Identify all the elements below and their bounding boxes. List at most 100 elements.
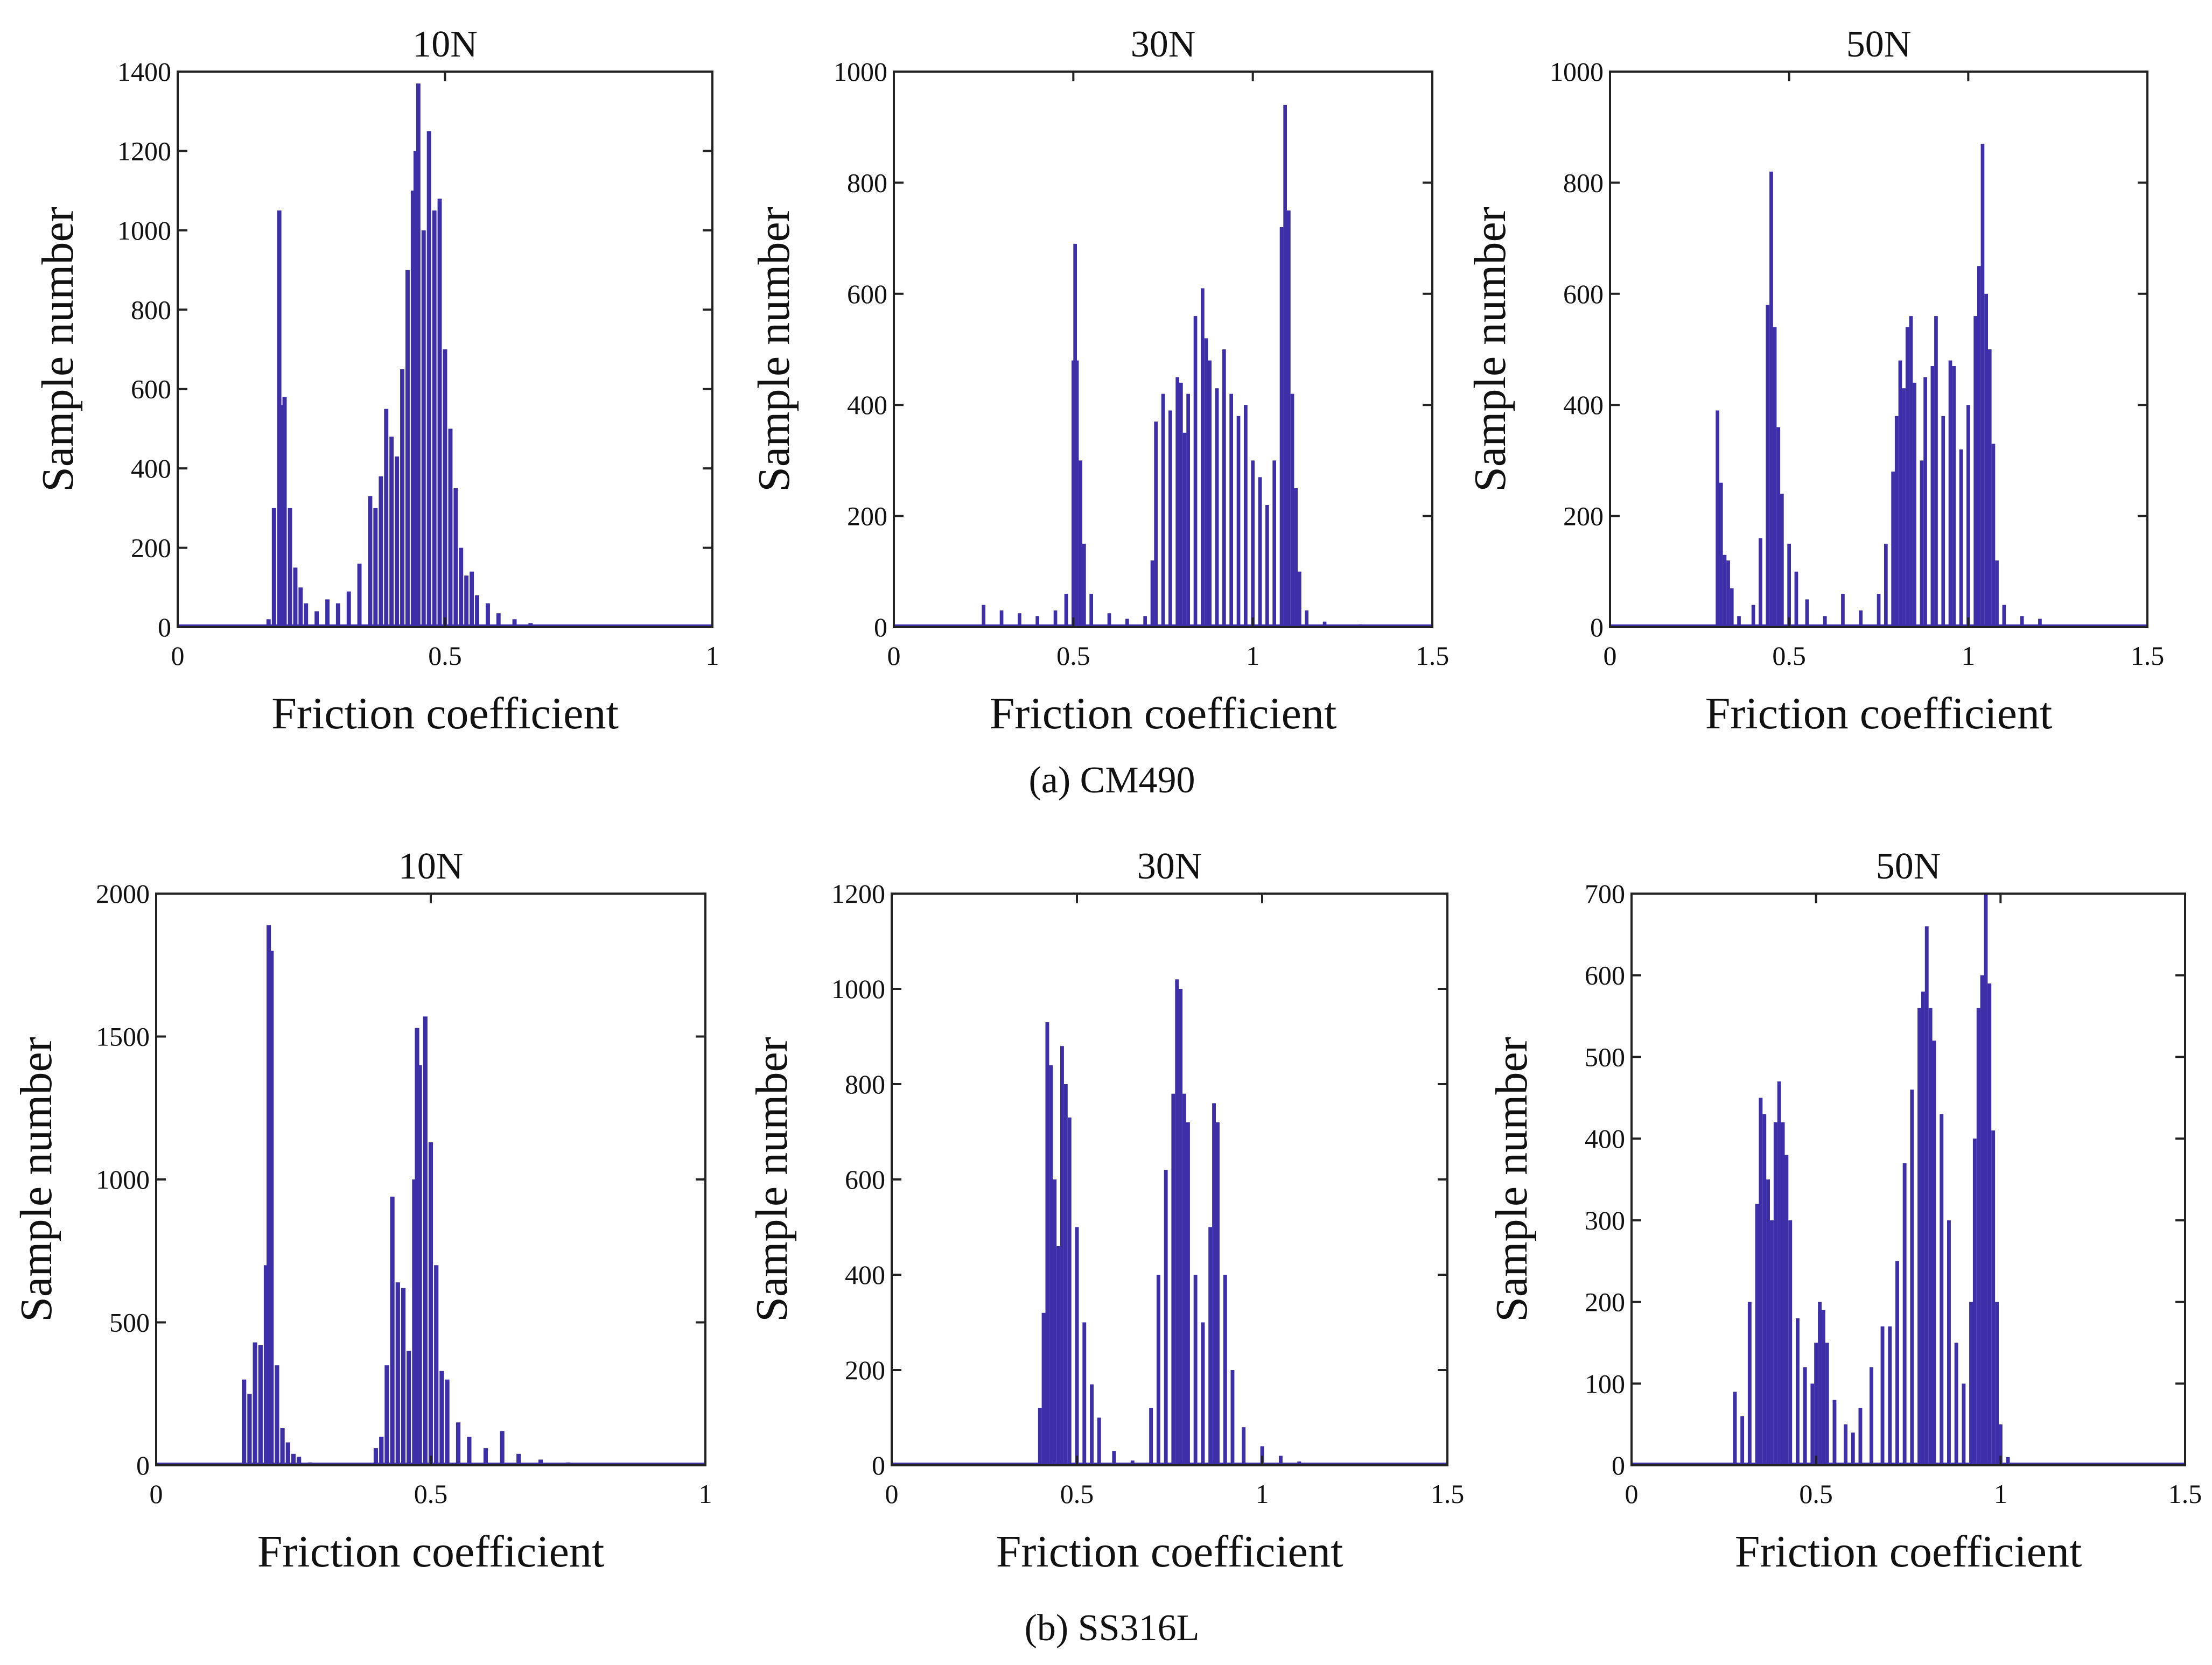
histogram-bar bbox=[1888, 1326, 1892, 1465]
y-tick-label: 300 bbox=[1585, 1205, 1625, 1235]
histogram-bar bbox=[453, 488, 458, 627]
chart-panel: 0 200 400 600 800 1000 1200 1400 0 0.5 1 10N Frictio… bbox=[33, 24, 719, 739]
y-tick-label: 800 bbox=[1563, 167, 1604, 198]
histogram-bar bbox=[1265, 505, 1269, 627]
y-tick-label: 200 bbox=[1563, 501, 1604, 531]
histogram-bar bbox=[1049, 1065, 1053, 1465]
x-tick-label: 0 bbox=[887, 641, 901, 671]
y-tick-label: 1200 bbox=[117, 136, 171, 166]
chart-title: 30N bbox=[1131, 24, 1196, 65]
x-tick-label: 1.5 bbox=[2131, 641, 2165, 671]
x-tick-label: 0 bbox=[885, 1479, 899, 1509]
caption-cm490: (a) CM490 bbox=[1028, 760, 1195, 801]
histogram-bar bbox=[1290, 394, 1294, 627]
histogram-bar bbox=[269, 951, 274, 1465]
histogram-bar bbox=[1934, 316, 1938, 627]
histogram-bar bbox=[1941, 416, 1945, 627]
histogram-bar bbox=[1987, 349, 1992, 627]
histogram-bar bbox=[1193, 1275, 1198, 1465]
plot-frame bbox=[1609, 71, 2148, 628]
chart-title: 10N bbox=[398, 846, 464, 887]
histogram-bar bbox=[1980, 144, 1985, 627]
histogram-bar bbox=[1917, 1008, 1921, 1465]
histogram-bar bbox=[1298, 571, 1301, 627]
histogram-bar bbox=[1995, 560, 1999, 627]
histogram-bar bbox=[464, 575, 469, 627]
histogram-bar bbox=[1164, 1170, 1168, 1465]
histogram-bar bbox=[1991, 444, 1996, 627]
histogram-bar bbox=[1186, 1122, 1190, 1465]
y-tick-label: 0 bbox=[136, 1450, 150, 1480]
histogram-bar bbox=[1056, 1246, 1061, 1465]
histogram-bar bbox=[1823, 616, 1827, 627]
y-tick-label: 200 bbox=[847, 501, 887, 531]
chart-title: 50N bbox=[1846, 24, 1912, 65]
histogram-bar bbox=[368, 496, 373, 627]
histogram-bar bbox=[1987, 983, 1992, 1465]
histogram-bar bbox=[389, 437, 394, 627]
histogram-bar bbox=[437, 198, 442, 627]
histogram-bar bbox=[1780, 494, 1784, 627]
y-tick-label: 200 bbox=[131, 533, 171, 563]
histogram-bar bbox=[445, 1379, 450, 1465]
histogram-bar bbox=[1910, 1090, 1914, 1465]
x-tick-label: 1 bbox=[706, 641, 719, 671]
histogram-bar bbox=[291, 1453, 296, 1465]
y-tick-label: 400 bbox=[131, 453, 171, 483]
y-tick-label: 200 bbox=[845, 1355, 885, 1385]
histogram-bar bbox=[253, 1342, 257, 1465]
histogram-bar bbox=[1759, 1098, 1763, 1465]
histogram-bar bbox=[470, 571, 474, 627]
histogram-bar bbox=[1038, 1408, 1042, 1465]
x-tick-label: 1 bbox=[1962, 641, 1975, 671]
y-tick-label: 600 bbox=[1563, 279, 1604, 309]
histogram-bar bbox=[1215, 388, 1219, 627]
x-tick-label: 0 bbox=[150, 1479, 163, 1509]
histogram-bar bbox=[1716, 410, 1719, 627]
histogram-bar bbox=[1770, 1220, 1774, 1465]
y-tick-label: 400 bbox=[847, 390, 887, 420]
histogram-bar bbox=[1932, 1041, 1936, 1465]
histogram-bar bbox=[1053, 610, 1058, 627]
histogram-bar bbox=[1097, 1417, 1101, 1465]
histogram-bar bbox=[2038, 619, 2042, 627]
histogram-bar bbox=[400, 369, 404, 627]
y-axis-label: Sample number bbox=[749, 207, 799, 492]
histogram-bar bbox=[1954, 1343, 1958, 1465]
chart-title: 50N bbox=[1876, 846, 1941, 887]
histogram-bar bbox=[2002, 605, 2006, 627]
histogram-bar bbox=[1924, 926, 1929, 1465]
histogram-bar bbox=[379, 1436, 384, 1465]
y-axis-label: Sample number bbox=[747, 1037, 797, 1322]
histogram-bar bbox=[1884, 544, 1888, 627]
histogram-bar bbox=[516, 1453, 521, 1465]
histogram-bar bbox=[346, 591, 351, 627]
histogram-bar bbox=[1075, 360, 1079, 627]
histogram-bar bbox=[1156, 1275, 1160, 1465]
histogram-bar bbox=[1740, 1416, 1745, 1465]
histogram-bar bbox=[1755, 1204, 1759, 1465]
y-tick-label: 600 bbox=[131, 374, 171, 404]
histogram-bar bbox=[1920, 460, 1924, 627]
histogram-bar bbox=[1287, 210, 1291, 627]
histogram-bar bbox=[1773, 327, 1777, 627]
y-tick-label: 0 bbox=[1590, 612, 1604, 642]
y-axis-label: Sample number bbox=[1487, 1037, 1537, 1322]
plot-frame bbox=[1630, 893, 2186, 1466]
y-tick-label: 0 bbox=[158, 612, 171, 642]
histogram-bar bbox=[413, 151, 418, 627]
chart-panel: 0 500 1000 1500 2000 0 0.5 1 10N Friction coeffic… bbox=[11, 846, 712, 1577]
histogram-bar bbox=[1063, 1084, 1068, 1465]
y-tick-label: 400 bbox=[1563, 390, 1604, 420]
x-tick-label: 1.5 bbox=[1431, 1479, 1465, 1509]
histogram-bar bbox=[395, 456, 400, 627]
histogram-bar bbox=[1208, 360, 1212, 627]
histogram-bar bbox=[1891, 472, 1895, 627]
histogram-bar bbox=[1090, 1384, 1094, 1465]
histogram-bar bbox=[1923, 377, 1927, 627]
x-tick-label: 1.5 bbox=[1416, 641, 1450, 671]
x-tick-label: 1 bbox=[699, 1479, 712, 1509]
histogram-bar bbox=[1223, 1275, 1227, 1465]
histogram-bar bbox=[384, 1365, 389, 1465]
histogram-bar bbox=[1089, 594, 1093, 627]
